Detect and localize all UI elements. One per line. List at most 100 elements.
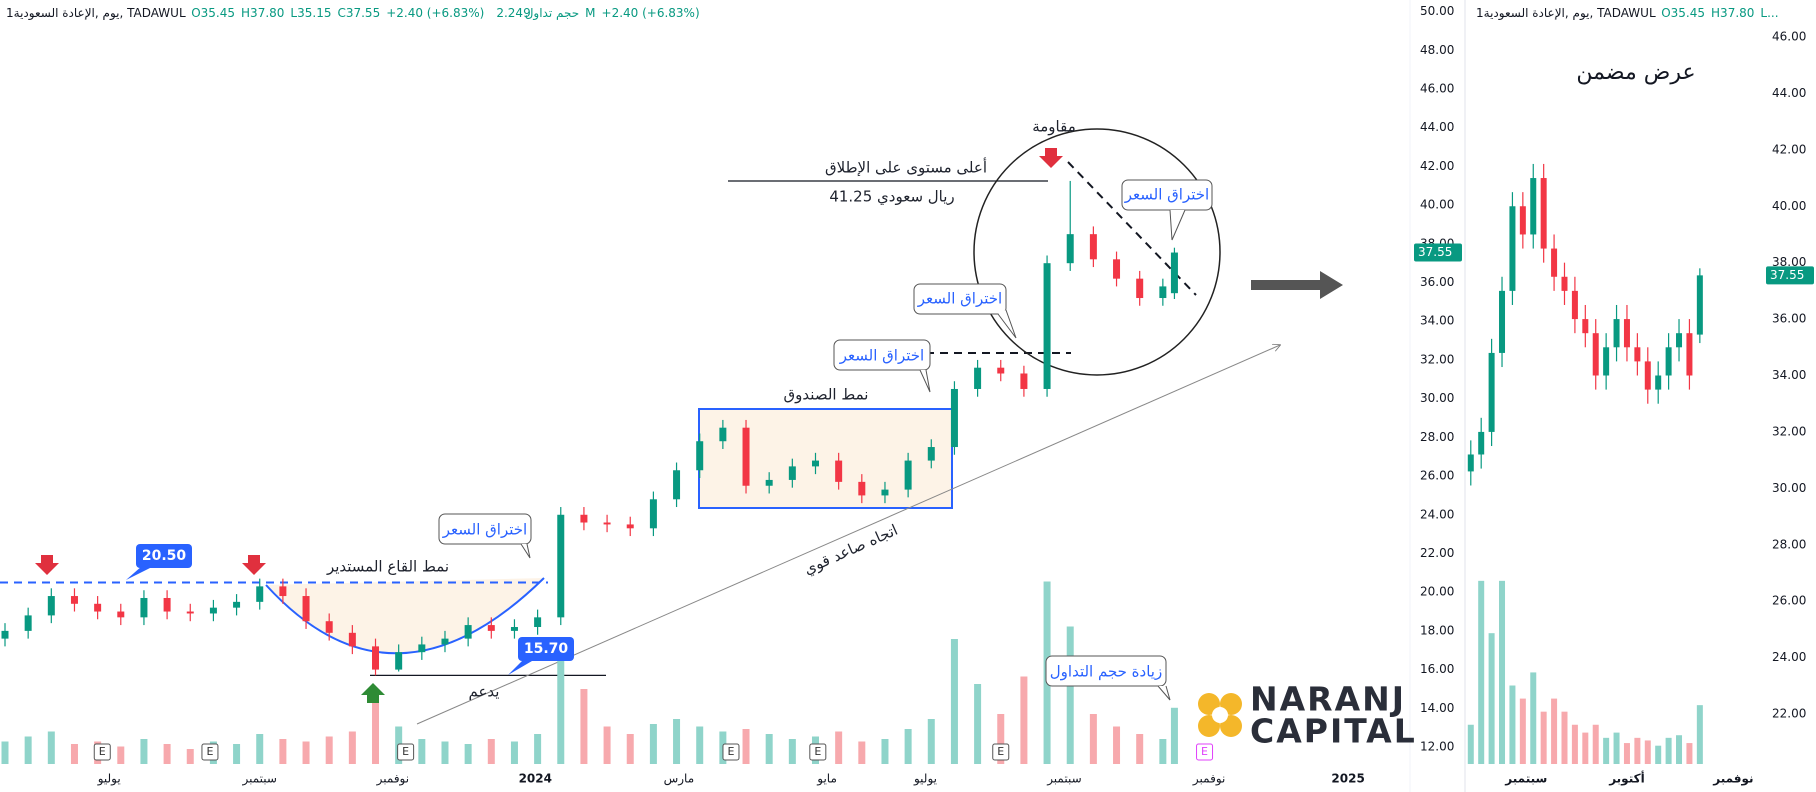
candle-body [1582, 319, 1589, 334]
x-tick-label: مايو [816, 772, 837, 787]
y-tick-label: 28.00 [1420, 430, 1454, 444]
y-tick-label: 12.00 [1420, 740, 1454, 754]
event-label: E [814, 745, 821, 758]
logo: NARANJ CAPITAL [1198, 680, 1415, 751]
candle-body [1603, 347, 1610, 376]
x-tick-label: 2025 [1331, 772, 1364, 786]
candle-body [835, 460, 843, 482]
box-pattern [698, 408, 953, 509]
volume-bar [626, 734, 634, 764]
candle-body [719, 427, 727, 442]
x-tick-label: مارس [664, 772, 695, 787]
y-tick-label: 36.00 [1772, 312, 1806, 326]
y-tick-label: 34.00 [1772, 368, 1806, 382]
header-item: 1يوم ,الإعادة السعودية, TADAWUL [1476, 6, 1656, 21]
bubble-tail [520, 543, 531, 559]
bubble [833, 339, 931, 371]
candle-body [649, 499, 657, 529]
candle-body [348, 632, 356, 647]
candle-body [1089, 234, 1097, 260]
candle-body [510, 627, 518, 631]
x-tick-label: سبتمبر [1504, 772, 1547, 786]
candle-body [1159, 286, 1167, 299]
event-label: E [99, 745, 106, 758]
volume-bar [1519, 698, 1526, 764]
candle-body [974, 367, 982, 389]
candle-body [1676, 333, 1683, 348]
volume-bar [557, 659, 565, 764]
candle-body [1613, 319, 1620, 348]
candle-body [858, 481, 866, 496]
candle-body [534, 617, 542, 628]
volume-bar [487, 739, 495, 764]
candle-body [140, 597, 148, 618]
inset-title: عرض مضمن [1576, 60, 1695, 85]
level-badge: 15.70 [508, 637, 574, 675]
candle-body [1644, 361, 1651, 390]
y-tick-label: 48.00 [1420, 43, 1454, 57]
header-item: H37.80 [1711, 6, 1754, 20]
rounding-bottom-fill [266, 578, 544, 654]
volume-bar [418, 739, 426, 764]
candle-body [1020, 373, 1028, 389]
y-tick-label: 40.00 [1420, 198, 1454, 212]
header-item: L... [1760, 6, 1778, 20]
candle-body [1066, 234, 1074, 264]
x-tick-label: نوفمبر [376, 772, 409, 787]
candle-body [233, 601, 241, 608]
candle-body [1655, 375, 1662, 390]
red-arrow [35, 555, 59, 575]
annotation: اختراق السعر [1124, 186, 1209, 204]
header-item: 1يوم ,الإعادة السعودية, TADAWUL [6, 6, 186, 21]
volume-bar [1478, 580, 1485, 764]
event-box [992, 743, 1010, 761]
level-label: 20.50 [142, 548, 187, 564]
volume-bar [1170, 707, 1178, 764]
y-tick-label: 40.00 [1772, 199, 1806, 213]
y-tick-label: 30.00 [1772, 481, 1806, 495]
volume-bar [1561, 711, 1568, 764]
candle-body [1665, 347, 1672, 376]
candle-body [1499, 290, 1506, 353]
volume-bar [325, 736, 333, 764]
annotation: اختراق السعر [442, 521, 527, 539]
candle-body [70, 596, 78, 604]
event-box [1196, 743, 1214, 761]
bubble-tail [1157, 685, 1171, 701]
candle-body [1467, 454, 1474, 472]
candle-body [788, 466, 796, 480]
candle-body [418, 644, 426, 653]
volume-bar [1676, 735, 1683, 764]
candle-body [1561, 276, 1568, 291]
volume-bar [1499, 580, 1506, 764]
volume-bar [1603, 737, 1610, 764]
annotation: ريال سعودي 41.25 [829, 188, 954, 207]
bubble-tail [1169, 209, 1186, 241]
event-label: E [727, 745, 734, 758]
badge-box [136, 544, 192, 568]
candle-body [1686, 333, 1693, 376]
badge-tail [126, 566, 150, 580]
volume-bar [974, 684, 982, 764]
event-box [93, 743, 111, 761]
y-tick-label: 36.00 [1420, 275, 1454, 289]
header: 1يوم ,الإعادة السعودية, TADAWUL O35.45 H37… [1476, 6, 1779, 21]
bubble-tail [919, 369, 931, 393]
candle-body [47, 596, 55, 616]
bubble [438, 513, 532, 545]
volume-bar [881, 739, 889, 764]
candle-body [1170, 252, 1178, 294]
candle-body [94, 603, 102, 612]
y-tick-label: 22.00 [1420, 546, 1454, 560]
event-box [397, 743, 415, 761]
volume-bar [1696, 705, 1703, 764]
x-tick-label: يوليو [913, 772, 937, 787]
event-label: E [402, 745, 409, 758]
candle-body [464, 625, 472, 639]
candle-body [279, 586, 287, 597]
annotation: نمط الصندوق [784, 386, 869, 404]
volume-bar [348, 731, 356, 764]
volume-bar [1066, 626, 1074, 764]
